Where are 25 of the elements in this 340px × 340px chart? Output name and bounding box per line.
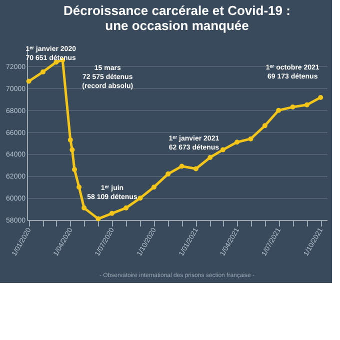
point [166, 171, 171, 176]
point [82, 205, 87, 210]
point [68, 137, 73, 142]
point [96, 216, 101, 222]
point [304, 102, 310, 108]
point [26, 78, 32, 84]
point [193, 166, 198, 172]
point [72, 167, 77, 172]
point [318, 94, 324, 100]
point [151, 184, 156, 190]
point [40, 69, 46, 74]
point [70, 147, 75, 152]
point [290, 104, 296, 110]
point [124, 205, 129, 210]
point [179, 164, 184, 169]
point [276, 108, 282, 113]
point [138, 196, 143, 201]
point [109, 210, 114, 216]
point [76, 184, 82, 190]
chart-title: Décroissance carcérale et Covid-19 : une occasion manquée [64, 3, 290, 34]
point [220, 147, 226, 152]
point [262, 123, 268, 128]
point [234, 140, 240, 145]
point [248, 136, 254, 142]
point [208, 154, 213, 160]
